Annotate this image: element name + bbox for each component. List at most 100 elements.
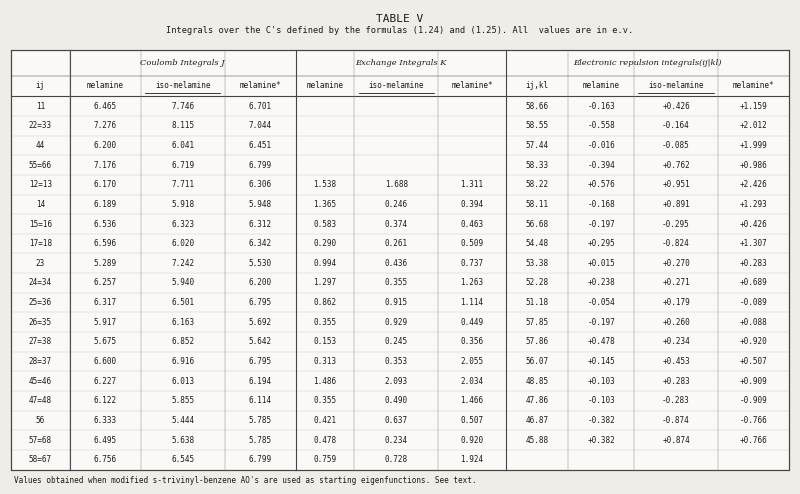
Text: 0.637: 0.637: [385, 416, 408, 425]
Text: 5.918: 5.918: [171, 200, 194, 209]
Text: -0.168: -0.168: [587, 200, 615, 209]
Text: 5.917: 5.917: [94, 318, 117, 327]
Text: +0.453: +0.453: [662, 357, 690, 366]
Text: 0.478: 0.478: [314, 436, 337, 445]
Text: melamine: melamine: [306, 82, 343, 90]
Text: 6.317: 6.317: [94, 298, 117, 307]
Text: 7.242: 7.242: [171, 259, 194, 268]
Text: 6.020: 6.020: [171, 239, 194, 248]
Text: 6.465: 6.465: [94, 102, 117, 111]
Text: 6.342: 6.342: [249, 239, 272, 248]
Text: 6.200: 6.200: [249, 279, 272, 288]
Text: +0.507: +0.507: [739, 357, 767, 366]
Text: 24=34: 24=34: [29, 279, 52, 288]
Text: 1.263: 1.263: [461, 279, 484, 288]
Text: 6.701: 6.701: [249, 102, 272, 111]
Text: +0.426: +0.426: [662, 102, 690, 111]
Text: -0.054: -0.054: [587, 298, 615, 307]
Text: melamine: melamine: [87, 82, 124, 90]
Text: 0.920: 0.920: [461, 436, 484, 445]
Text: 5.940: 5.940: [171, 279, 194, 288]
Text: -0.197: -0.197: [587, 219, 615, 229]
Text: -0.394: -0.394: [587, 161, 615, 169]
Text: Exchange Integrals K: Exchange Integrals K: [355, 59, 446, 67]
Text: 6.227: 6.227: [94, 377, 117, 386]
Text: -0.085: -0.085: [662, 141, 690, 150]
Text: 6.596: 6.596: [94, 239, 117, 248]
Text: 1.297: 1.297: [314, 279, 337, 288]
Text: -0.089: -0.089: [739, 298, 767, 307]
Text: +0.295: +0.295: [587, 239, 615, 248]
Text: +0.103: +0.103: [587, 377, 615, 386]
Text: 0.290: 0.290: [314, 239, 337, 248]
Text: 0.245: 0.245: [385, 337, 408, 346]
Text: 6.451: 6.451: [249, 141, 272, 150]
Text: 6.163: 6.163: [171, 318, 194, 327]
Text: 5.785: 5.785: [249, 436, 272, 445]
Text: 5.785: 5.785: [249, 416, 272, 425]
Text: +0.088: +0.088: [739, 318, 767, 327]
Text: 25=36: 25=36: [29, 298, 52, 307]
Text: 0.583: 0.583: [314, 219, 337, 229]
Text: +0.478: +0.478: [587, 337, 615, 346]
Text: 0.490: 0.490: [385, 396, 408, 406]
Text: iso-melamine: iso-melamine: [155, 82, 210, 90]
Text: 1.924: 1.924: [461, 455, 484, 464]
Text: 45=46: 45=46: [29, 377, 52, 386]
Text: 7.711: 7.711: [171, 180, 194, 189]
Text: 0.234: 0.234: [385, 436, 408, 445]
Text: 58=67: 58=67: [29, 455, 52, 464]
Text: 12=13: 12=13: [29, 180, 52, 189]
Text: +1.159: +1.159: [739, 102, 767, 111]
Text: 0.374: 0.374: [385, 219, 408, 229]
Text: 6.013: 6.013: [171, 377, 194, 386]
Text: ij,kl: ij,kl: [526, 82, 549, 90]
Text: 6.495: 6.495: [94, 436, 117, 445]
Text: 27=38: 27=38: [29, 337, 52, 346]
Text: 0.436: 0.436: [385, 259, 408, 268]
Text: 6.333: 6.333: [94, 416, 117, 425]
Text: 6.200: 6.200: [94, 141, 117, 150]
Text: 58.33: 58.33: [526, 161, 549, 169]
Text: ij: ij: [36, 82, 45, 90]
Text: 6.194: 6.194: [249, 377, 272, 386]
Text: Coulomb Integrals J: Coulomb Integrals J: [141, 59, 225, 67]
Text: 6.795: 6.795: [249, 357, 272, 366]
Text: 0.356: 0.356: [461, 337, 484, 346]
Text: 6.795: 6.795: [249, 298, 272, 307]
Text: 6.756: 6.756: [94, 455, 117, 464]
Text: 0.929: 0.929: [385, 318, 408, 327]
Text: -0.382: -0.382: [587, 416, 615, 425]
Text: 54.48: 54.48: [526, 239, 549, 248]
Text: 5.638: 5.638: [171, 436, 194, 445]
Text: 11: 11: [36, 102, 45, 111]
Text: -0.874: -0.874: [662, 416, 690, 425]
Text: 2.093: 2.093: [385, 377, 408, 386]
Text: 6.501: 6.501: [171, 298, 194, 307]
Text: 6.257: 6.257: [94, 279, 117, 288]
Text: 48.85: 48.85: [526, 377, 549, 386]
Text: 6.114: 6.114: [249, 396, 272, 406]
Text: 0.355: 0.355: [314, 318, 337, 327]
Text: +0.874: +0.874: [662, 436, 690, 445]
Text: +0.689: +0.689: [739, 279, 767, 288]
Text: 7.746: 7.746: [171, 102, 194, 111]
Text: 22=33: 22=33: [29, 121, 52, 130]
Text: 0.509: 0.509: [461, 239, 484, 248]
Text: -0.295: -0.295: [662, 219, 690, 229]
Text: TABLE V: TABLE V: [376, 14, 424, 25]
Text: 58.55: 58.55: [526, 121, 549, 130]
Text: 6.799: 6.799: [249, 455, 272, 464]
Text: 6.323: 6.323: [171, 219, 194, 229]
Text: 1.365: 1.365: [314, 200, 337, 209]
Text: 55=66: 55=66: [29, 161, 52, 169]
Text: 6.916: 6.916: [171, 357, 194, 366]
Text: 6.122: 6.122: [94, 396, 117, 406]
Text: 6.189: 6.189: [94, 200, 117, 209]
Text: 5.692: 5.692: [249, 318, 272, 327]
Text: +1.307: +1.307: [739, 239, 767, 248]
Text: melamine: melamine: [582, 82, 620, 90]
Text: +0.576: +0.576: [587, 180, 615, 189]
Text: 1.466: 1.466: [461, 396, 484, 406]
Text: 0.153: 0.153: [314, 337, 337, 346]
